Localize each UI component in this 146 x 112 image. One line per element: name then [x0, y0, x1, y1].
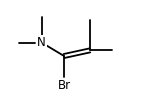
Text: N: N — [37, 36, 46, 49]
Text: Br: Br — [58, 79, 71, 92]
